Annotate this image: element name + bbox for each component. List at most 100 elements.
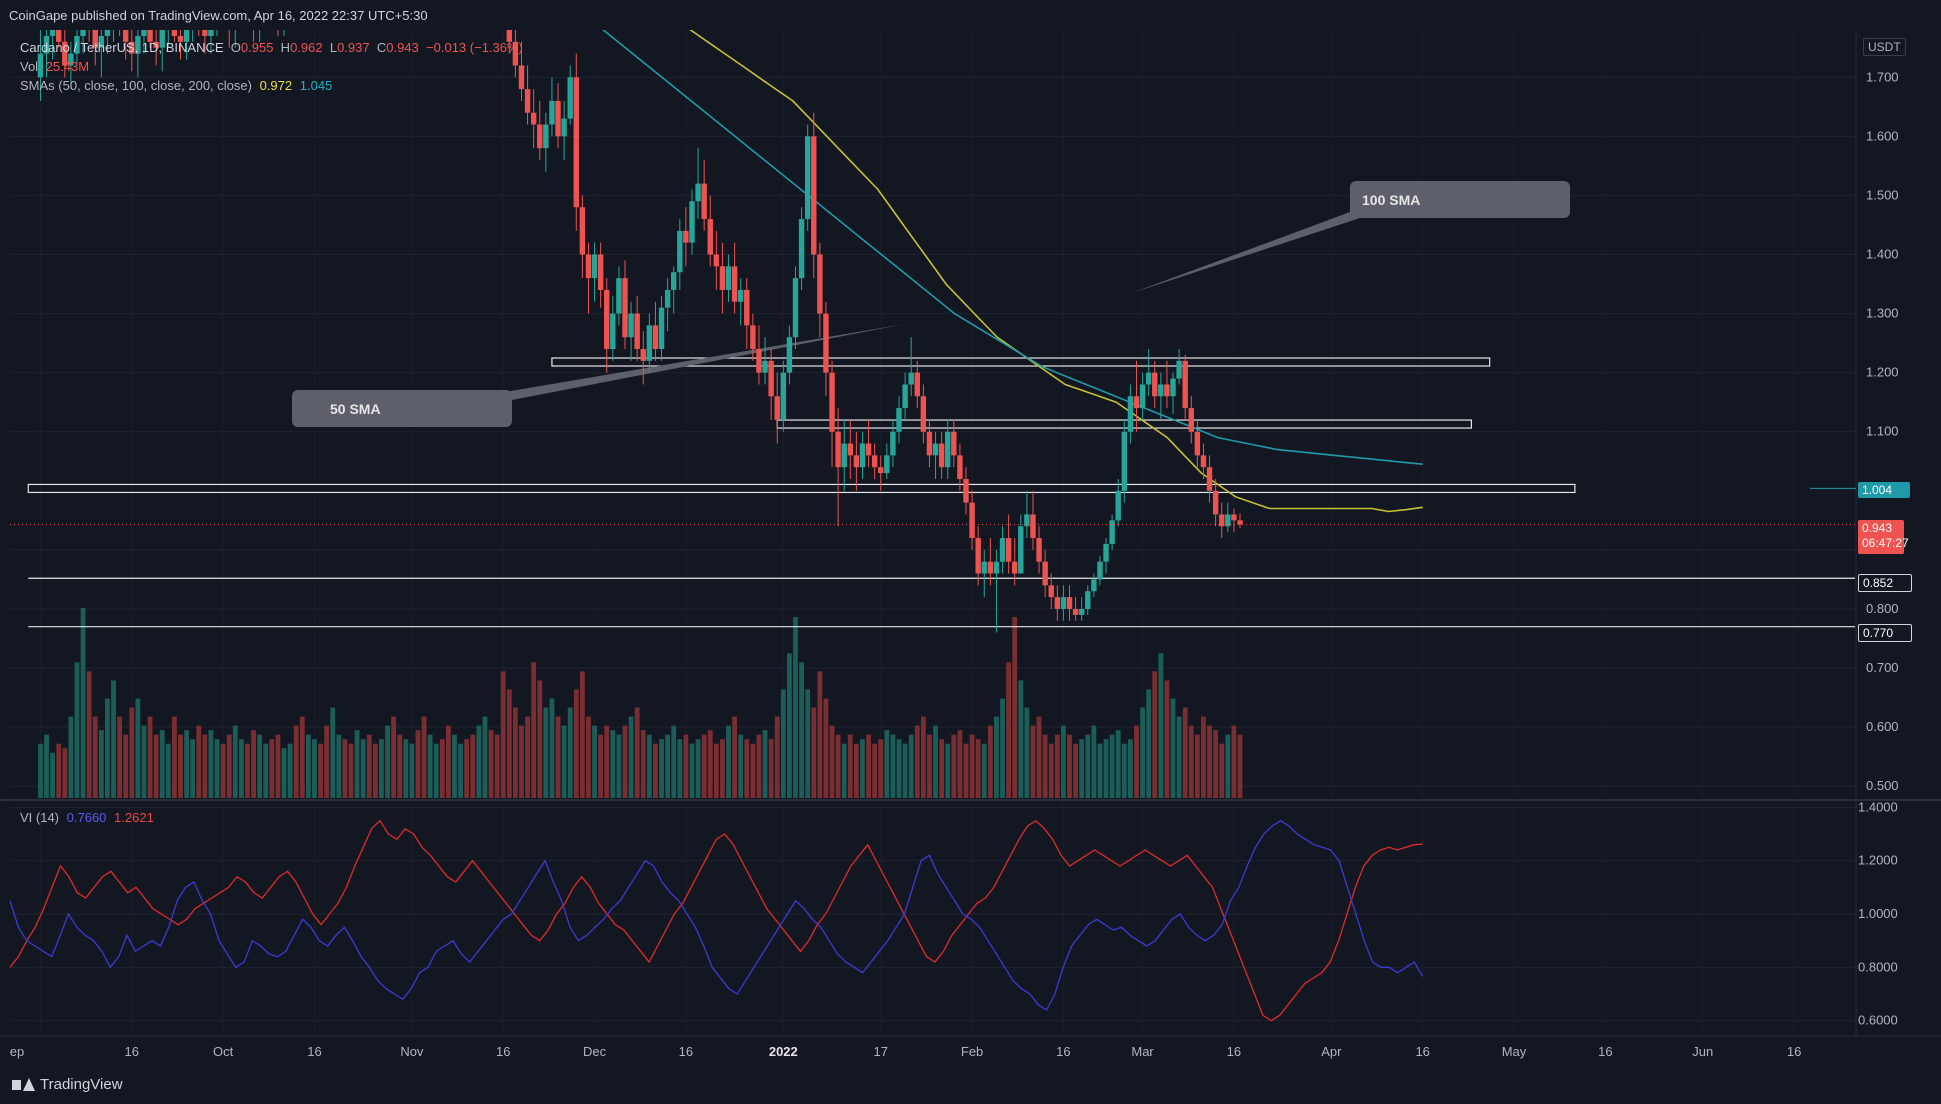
volume-bar: [793, 617, 798, 798]
candle-body: [1115, 490, 1121, 521]
candle-body: [62, 41, 68, 66]
candle-body: [823, 313, 829, 373]
volume-bar: [531, 662, 537, 798]
candle-body: [597, 254, 604, 290]
volume-bar: [165, 743, 171, 798]
candle-body: [591, 254, 598, 279]
candle-body: [762, 360, 768, 373]
volume-bar: [159, 730, 165, 798]
volume-bar: [433, 743, 439, 798]
currency-label[interactable]: USDT: [1863, 38, 1906, 56]
candle-body: [865, 443, 872, 456]
vi-minus-line: [9, 819, 1423, 1022]
vi-plus-value: 0.7660: [66, 810, 107, 825]
volume-bar: [1225, 734, 1231, 798]
open-value: 0.955: [240, 40, 274, 55]
time-tick-label: 2022: [769, 1044, 798, 1059]
volume-bar: [208, 730, 214, 798]
volume-bar: [500, 671, 506, 798]
volume-bar: [488, 730, 494, 798]
candle-body: [786, 337, 793, 373]
candle-body: [774, 396, 780, 420]
volume-bar: [592, 725, 597, 798]
volume-bar: [458, 743, 463, 798]
volume-bar: [920, 716, 926, 798]
candle-body: [530, 112, 537, 125]
sma100-callout[interactable]: 100 SMA: [1350, 181, 1570, 218]
volume-bar: [220, 743, 226, 798]
volume-bar: [117, 716, 123, 798]
volume-bar: [439, 739, 445, 798]
candle-body: [543, 124, 549, 149]
candle-body: [524, 89, 531, 113]
candle-body: [1018, 526, 1024, 574]
time-tick-label: 16: [1227, 1044, 1241, 1059]
candle-body: [671, 272, 677, 290]
candle-body: [951, 431, 957, 456]
candle-body: [871, 455, 878, 468]
candle-body: [1237, 520, 1243, 525]
volume-bar: [293, 725, 299, 798]
volume-bar: [80, 608, 86, 798]
time-tick-label: Apr: [1321, 1044, 1342, 1059]
vi-tick-label: 1.0000: [1858, 906, 1898, 921]
candle-body: [561, 118, 567, 137]
footer-brand[interactable]: TradingView: [12, 1076, 123, 1093]
volume-bar: [506, 689, 512, 798]
volume-bar: [281, 748, 287, 798]
candle-body: [981, 561, 987, 574]
price-tick-label: 0.700: [1866, 660, 1899, 675]
volume-bar: [811, 707, 817, 798]
candle-body: [555, 100, 561, 137]
volume-bar: [622, 725, 628, 798]
candle-body: [926, 431, 933, 456]
volume-bar: [476, 725, 482, 798]
candle-body: [202, 30, 208, 36]
volume-bar: [860, 739, 865, 798]
volume-bar: [1085, 734, 1091, 798]
volume-bar: [762, 730, 768, 798]
publisher-header: CoinGape published on TradingView.com, A…: [9, 8, 428, 23]
candle-body: [1024, 514, 1030, 527]
volume-bar: [579, 671, 585, 798]
sma50-callout[interactable]: 50 SMA: [292, 390, 512, 427]
price-tick-label: 1.700: [1866, 69, 1899, 84]
candle-body: [135, 35, 141, 54]
candle-body: [1200, 455, 1207, 468]
candle-body: [878, 467, 884, 474]
candle-body: [1145, 372, 1152, 385]
volume-bar: [884, 730, 890, 798]
volume-legend: Vol 25.43M: [20, 59, 89, 74]
vi-label[interactable]: VI (14): [20, 810, 60, 825]
candle-body: [1109, 520, 1115, 544]
symbol-name[interactable]: Cardano / TetherUS, 1D, BINANCE: [20, 40, 224, 55]
sma-label[interactable]: SMAs (50, close, 100, close, 200, close): [20, 78, 252, 93]
volume-bar: [68, 716, 74, 798]
volume-bar: [44, 734, 49, 798]
volume-bar: [366, 734, 372, 798]
volume-bar: [299, 716, 305, 798]
time-tick-label: 16: [1415, 1044, 1429, 1059]
candle-body: [159, 30, 165, 48]
candle-body: [1030, 514, 1036, 539]
volume-bar: [184, 730, 189, 798]
resistance-zone: [27, 483, 1576, 494]
candle-body: [695, 183, 701, 202]
volume-bar: [720, 739, 725, 798]
volume-label[interactable]: Vol: [20, 59, 39, 74]
volume-bar: [927, 734, 932, 798]
bar-countdown: 06:47:27: [1862, 536, 1909, 550]
volume-bar: [238, 739, 244, 798]
volume-bar: [878, 739, 884, 798]
volume-bar: [1207, 725, 1212, 798]
candle-body: [141, 30, 147, 36]
volume-bar: [872, 743, 878, 798]
candle-body: [689, 201, 695, 243]
candle-body: [43, 35, 50, 54]
candle-body: [884, 455, 890, 474]
candle-body: [993, 561, 1000, 574]
vi-minus-value: 1.2621: [114, 810, 154, 825]
volume-bar: [287, 743, 293, 798]
